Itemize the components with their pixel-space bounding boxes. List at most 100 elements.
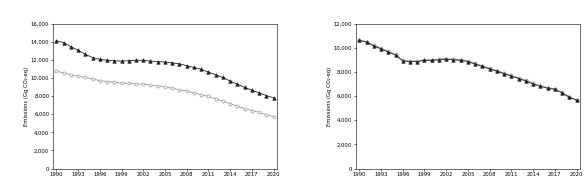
1996 GL (AR2)	[479, 65, 486, 67]
1996 GL (AR2)	[154, 85, 161, 87]
1996 GL (AR2)	[493, 70, 500, 72]
1996 GL (AR2)	[414, 60, 421, 62]
2006 GL (AR2)	[435, 59, 442, 61]
2006 GL (AR5)	[118, 60, 125, 62]
2006 GL (AR5)	[82, 53, 89, 55]
1996 GL (AR2)	[89, 78, 96, 80]
2006 GL (AR5)	[197, 68, 205, 71]
2006 GL (AR2)	[457, 59, 464, 62]
2006 GL (AR2)	[493, 70, 500, 73]
1996 GL (AR2)	[457, 59, 464, 61]
2006 GL (AR5)	[154, 60, 161, 63]
2006 GL (AR2)	[356, 39, 363, 42]
2006 GL (AR2)	[544, 87, 551, 89]
1996 GL (AR2)	[537, 85, 544, 87]
1996 GL (AR2)	[111, 81, 118, 84]
1996 GL (AR2)	[169, 87, 176, 90]
1996 GL (AR2)	[377, 47, 384, 49]
2006 GL (AR2)	[486, 68, 493, 70]
1996 GL (AR2)	[421, 59, 428, 61]
2006 GL (AR2)	[428, 59, 435, 62]
1996 GL (AR2)	[363, 41, 370, 43]
1996 GL (AR2)	[565, 95, 573, 98]
2006 GL (AR5)	[111, 60, 118, 62]
1996 GL (AR2)	[82, 76, 89, 79]
1996 GL (AR2)	[139, 83, 146, 85]
1996 GL (AR2)	[465, 60, 472, 62]
2006 GL (AR5)	[139, 59, 146, 61]
2006 GL (AR5)	[67, 45, 74, 48]
2006 GL (AR2)	[421, 59, 428, 62]
2006 GL (AR2)	[407, 60, 414, 63]
2006 GL (AR2)	[537, 85, 544, 88]
1996 GL (AR2)	[385, 50, 392, 53]
2006 GL (AR2)	[551, 88, 558, 91]
2006 GL (AR2)	[399, 60, 406, 62]
1996 GL (AR2)	[263, 113, 270, 116]
2006 GL (AR2)	[565, 96, 573, 98]
1996 GL (AR2)	[190, 92, 197, 94]
2006 GL (AR5)	[205, 71, 212, 73]
2006 GL (AR2)	[385, 51, 392, 53]
2006 GL (AR2)	[479, 65, 486, 68]
1996 GL (AR2)	[53, 70, 60, 72]
2006 GL (AR5)	[255, 92, 263, 94]
Line: 2006 GL (AR2): 2006 GL (AR2)	[357, 39, 578, 102]
1996 GL (AR2)	[60, 72, 67, 74]
2006 GL (AR5)	[161, 61, 168, 63]
2006 GL (AR5)	[219, 76, 226, 79]
1996 GL (AR2)	[96, 79, 103, 82]
1996 GL (AR2)	[74, 75, 81, 77]
2006 GL (AR5)	[74, 49, 81, 51]
1996 GL (AR2)	[356, 39, 363, 41]
1996 GL (AR2)	[558, 91, 565, 94]
Line: 2006 GL (AR5): 2006 GL (AR5)	[54, 39, 275, 100]
1996 GL (AR2)	[399, 59, 406, 62]
1996 GL (AR2)	[212, 98, 219, 100]
2006 GL (AR5)	[263, 94, 270, 97]
2006 GL (AR5)	[125, 60, 132, 62]
1996 GL (AR2)	[67, 74, 74, 76]
1996 GL (AR2)	[234, 105, 241, 107]
1996 GL (AR2)	[450, 58, 457, 60]
1996 GL (AR2)	[544, 86, 551, 89]
2006 GL (AR5)	[104, 59, 111, 61]
1996 GL (AR2)	[241, 108, 248, 110]
1996 GL (AR2)	[183, 90, 190, 92]
2006 GL (AR5)	[270, 97, 277, 99]
2006 GL (AR2)	[377, 48, 384, 50]
2006 GL (AR5)	[53, 40, 60, 42]
1996 GL (AR2)	[428, 59, 435, 61]
2006 GL (AR5)	[96, 58, 103, 61]
1996 GL (AR2)	[270, 116, 277, 118]
2006 GL (AR5)	[176, 63, 183, 65]
2006 GL (AR5)	[190, 66, 197, 69]
1996 GL (AR2)	[573, 99, 580, 101]
1996 GL (AR2)	[442, 57, 449, 60]
1996 GL (AR2)	[125, 82, 132, 84]
Line: 1996 GL (AR2): 1996 GL (AR2)	[55, 70, 275, 118]
2006 GL (AR5)	[60, 41, 67, 44]
1996 GL (AR2)	[407, 60, 414, 62]
1996 GL (AR2)	[132, 83, 139, 85]
2006 GL (AR5)	[89, 56, 96, 59]
1996 GL (AR2)	[500, 72, 507, 74]
1996 GL (AR2)	[255, 111, 263, 113]
1996 GL (AR2)	[161, 86, 168, 88]
2006 GL (AR5)	[212, 74, 219, 76]
Y-axis label: Emissions (Gg CO₂-eq): Emissions (Gg CO₂-eq)	[326, 66, 332, 126]
1996 GL (AR2)	[118, 82, 125, 84]
2006 GL (AR2)	[500, 73, 507, 75]
2006 GL (AR2)	[522, 80, 529, 82]
1996 GL (AR2)	[515, 77, 522, 79]
2006 GL (AR2)	[472, 63, 479, 65]
2006 GL (AR5)	[248, 89, 255, 91]
2006 GL (AR2)	[442, 58, 449, 60]
2006 GL (AR2)	[370, 45, 377, 47]
1996 GL (AR2)	[522, 79, 529, 82]
1996 GL (AR2)	[219, 100, 226, 102]
1996 GL (AR2)	[147, 84, 154, 86]
1996 GL (AR2)	[227, 103, 234, 105]
1996 GL (AR2)	[104, 80, 111, 83]
2006 GL (AR2)	[363, 41, 370, 44]
